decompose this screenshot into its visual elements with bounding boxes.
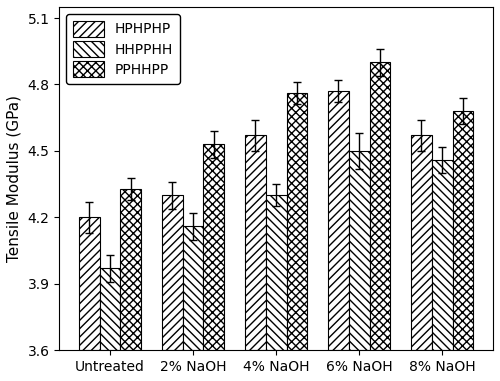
Bar <box>100 268 120 351</box>
Bar <box>370 62 390 351</box>
Bar <box>328 91 349 351</box>
Bar <box>349 151 370 351</box>
Legend: HPHPHP, HHPPHH, PPHHPP: HPHPHP, HHPPHH, PPHHPP <box>66 14 180 84</box>
Bar <box>79 218 100 351</box>
Y-axis label: Tensile Modulus (GPa): Tensile Modulus (GPa) <box>7 95 22 262</box>
Bar <box>432 160 452 351</box>
Bar <box>266 195 286 351</box>
Bar <box>120 189 141 351</box>
Bar <box>182 226 204 351</box>
Bar <box>286 93 308 351</box>
Bar <box>452 111 473 351</box>
Bar <box>204 144 224 351</box>
Bar <box>411 135 432 351</box>
Bar <box>245 135 266 351</box>
Bar <box>162 195 182 351</box>
